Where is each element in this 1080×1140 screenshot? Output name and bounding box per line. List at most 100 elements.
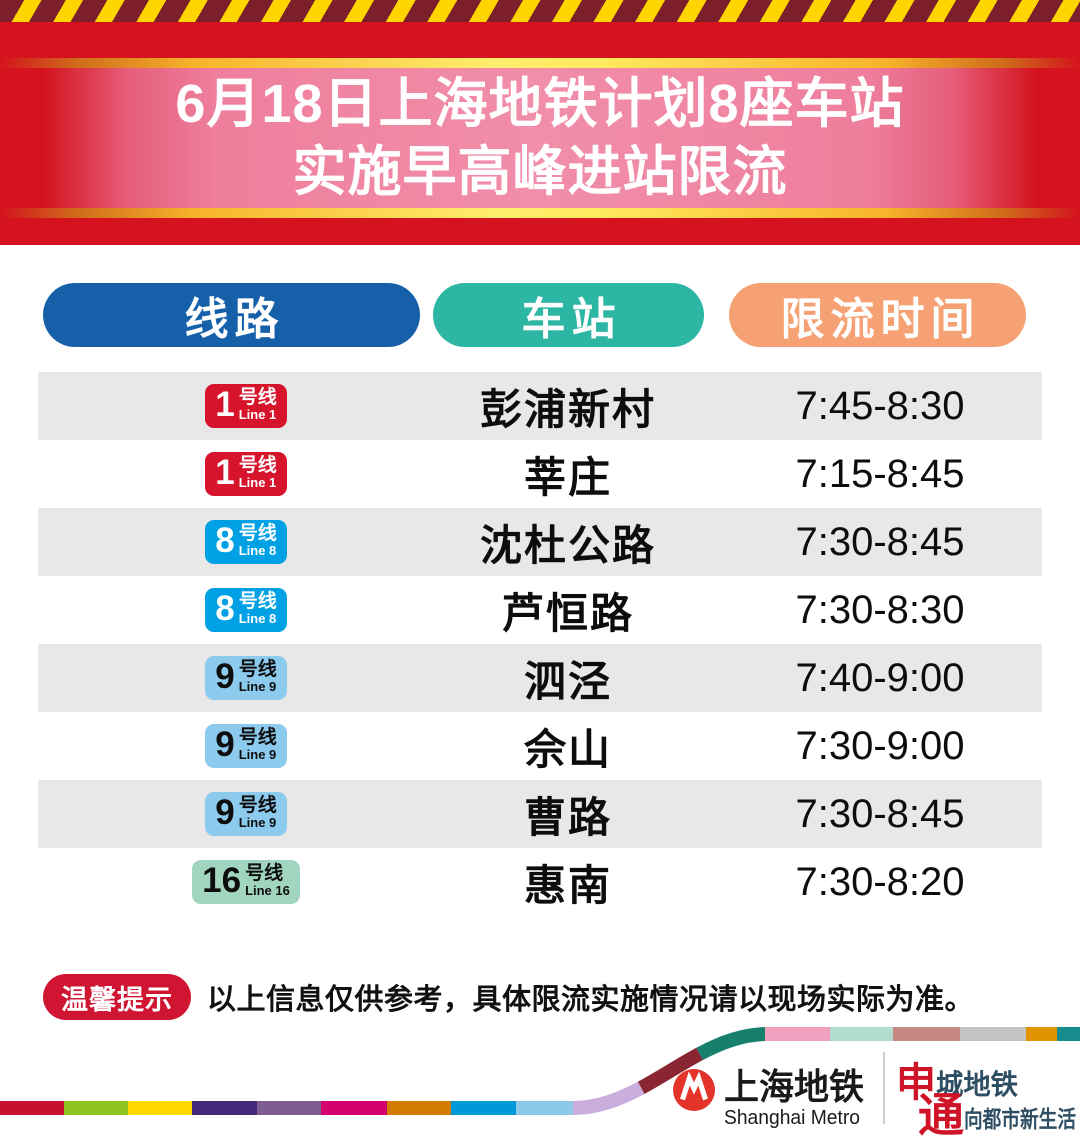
line-suffix-cn: 号线 xyxy=(238,387,277,408)
title-panel: 6月18日上海地铁计划8座车站 实施早高峰进站限流 xyxy=(0,68,1080,208)
metro-line-badge: 8 号线 Line 8 xyxy=(205,520,287,564)
restriction-time: 7:45-8:30 xyxy=(795,383,965,428)
header-time-column: 限流时间 xyxy=(729,283,1026,347)
slogan-line2-head: 通 xyxy=(918,1089,964,1140)
slogan: 申 城地铁 通 向都市新生活 xyxy=(896,1061,1076,1140)
gold-divider-bottom xyxy=(0,208,1080,218)
metro-line-badge: 16 号线 Line 16 xyxy=(192,860,300,904)
line-name-en: Line 9 xyxy=(238,747,277,762)
line-cell: 9 号线 Line 9 xyxy=(38,792,378,836)
metro-line-badge: 1 号线 Line 1 xyxy=(205,452,287,496)
station-name: 莘庄 xyxy=(523,453,612,501)
line-number: 16 xyxy=(202,861,242,900)
table-row: 1 号线 Line 1 莘庄 7:15-8:45 xyxy=(38,440,1042,508)
line-name-en: Line 16 xyxy=(245,883,290,898)
station-name: 曹路 xyxy=(523,793,612,841)
table-header: 线路 车站 限流时间 xyxy=(43,283,1026,347)
restriction-time: 7:30-8:45 xyxy=(795,791,965,836)
logo-text-en: Shanghai Metro xyxy=(724,1107,860,1129)
line-cell: 8 号线 Line 8 xyxy=(38,588,378,632)
line-number: 1 xyxy=(215,453,235,492)
table-row: 16 号线 Line 16 惠南 7:30-8:20 xyxy=(38,848,1042,916)
header-line-column: 线路 xyxy=(43,283,420,347)
logo-text-cn: 上海地铁 xyxy=(724,1066,864,1107)
line-suffix-cn: 号线 xyxy=(238,591,277,612)
line-name-en: Line 9 xyxy=(238,679,277,694)
station-name: 惠南 xyxy=(523,861,612,909)
line-number: 8 xyxy=(215,589,235,628)
station-name: 彭浦新村 xyxy=(479,385,656,433)
slogan-line2-rest: 向都市新生活 xyxy=(964,1106,1076,1132)
metro-logo-m-icon xyxy=(680,1071,708,1101)
restriction-time: 7:30-8:30 xyxy=(795,587,965,632)
gold-divider-top xyxy=(0,58,1080,68)
line-suffix-cn: 号线 xyxy=(238,659,277,680)
metro-ribbon-curve xyxy=(572,1027,769,1115)
notice-row: 温馨提示 以上信息仅供参考，具体限流实施情况请以现场实际为准。 xyxy=(43,974,974,1020)
ribbon-segment xyxy=(1057,1027,1080,1041)
line-number: 1 xyxy=(215,385,235,424)
ribbon-segment xyxy=(451,1101,516,1115)
line-suffix-cn: 号线 xyxy=(238,455,277,476)
metro-line-badge: 9 号线 Line 9 xyxy=(205,656,287,700)
metro-line-badge: 9 号线 Line 9 xyxy=(205,724,287,768)
restriction-time: 7:30-8:20 xyxy=(795,859,965,904)
ribbon-segment xyxy=(960,1027,1026,1041)
ribbon-segment xyxy=(64,1101,128,1115)
line-cell: 8 号线 Line 8 xyxy=(38,520,378,564)
line-number: 9 xyxy=(215,657,235,696)
restriction-time: 7:40-9:00 xyxy=(795,655,965,700)
table-row: 1 号线 Line 1 彭浦新村 7:45-8:30 xyxy=(38,372,1042,440)
metro-ribbon-bottom xyxy=(0,1101,573,1115)
line-cell: 9 号线 Line 9 xyxy=(38,724,378,768)
ribbon-segment xyxy=(387,1101,451,1115)
ribbon-curve-segment xyxy=(572,1027,769,1115)
line-suffix-cn: 号线 xyxy=(238,795,277,816)
line-name-en: Line 8 xyxy=(238,543,277,558)
slogan-line1-rest: 城地铁 xyxy=(936,1069,1018,1100)
table-row: 9 号线 Line 9 泗泾 7:40-9:00 xyxy=(38,644,1042,712)
line-name-en: Line 1 xyxy=(238,407,277,422)
ribbon-segment xyxy=(765,1027,830,1041)
ribbon-segment xyxy=(321,1101,387,1115)
ribbon-segment xyxy=(1026,1027,1057,1041)
line-cell: 1 号线 Line 1 xyxy=(38,384,378,428)
metro-ribbon-top xyxy=(765,1027,1080,1041)
line-number: 9 xyxy=(215,725,235,764)
line-suffix-cn: 号线 xyxy=(245,863,284,884)
poster-title-line-1: 6月18日上海地铁计划8座车站 xyxy=(175,73,905,134)
line-cell: 9 号线 Line 9 xyxy=(38,656,378,700)
ribbon-segment xyxy=(830,1027,893,1041)
ribbon-curve-segment xyxy=(572,1027,769,1115)
line-number: 9 xyxy=(215,793,235,832)
table-body: 1 号线 Line 1 彭浦新村 7:45-8:30 1 号线 Line 1 xyxy=(38,372,1042,916)
ribbon-segment xyxy=(128,1101,192,1115)
shanghai-metro-logo xyxy=(673,1069,715,1111)
hazard-stripe-top xyxy=(0,0,1080,22)
ribbon-segment xyxy=(893,1027,960,1041)
ribbon-segment xyxy=(516,1101,573,1115)
restriction-time: 7:30-9:00 xyxy=(795,723,965,768)
tip-badge: 温馨提示 xyxy=(43,974,191,1020)
tip-text: 以上信息仅供参考，具体限流实施情况请以现场实际为准。 xyxy=(207,984,975,1016)
table-row: 8 号线 Line 8 沈杜公路 7:30-8:45 xyxy=(38,508,1042,576)
metro-line-badge: 1 号线 Line 1 xyxy=(205,384,287,428)
restriction-time: 7:30-8:45 xyxy=(795,519,965,564)
ribbon-segment xyxy=(192,1101,257,1115)
station-name: 沈杜公路 xyxy=(479,521,656,569)
station-name: 佘山 xyxy=(523,725,612,773)
line-cell: 1 号线 Line 1 xyxy=(38,452,378,496)
slogan-line1-head: 申 xyxy=(896,1061,936,1105)
header-station-column: 车站 xyxy=(433,283,704,347)
line-name-en: Line 8 xyxy=(238,611,277,626)
line-suffix-cn: 号线 xyxy=(238,523,277,544)
table-row: 9 号线 Line 9 曹路 7:30-8:45 xyxy=(38,780,1042,848)
title-banner: 6月18日上海地铁计划8座车站 实施早高峰进站限流 xyxy=(0,22,1080,245)
station-name: 泗泾 xyxy=(523,657,612,705)
ribbon-segment xyxy=(0,1101,64,1115)
line-name-en: Line 9 xyxy=(238,815,277,830)
footer: 上海地铁 Shanghai Metro 申 城地铁 通 向都市新生活 xyxy=(0,1027,1080,1140)
table-row: 9 号线 Line 9 佘山 7:30-9:00 xyxy=(38,712,1042,780)
line-number: 8 xyxy=(215,521,235,560)
